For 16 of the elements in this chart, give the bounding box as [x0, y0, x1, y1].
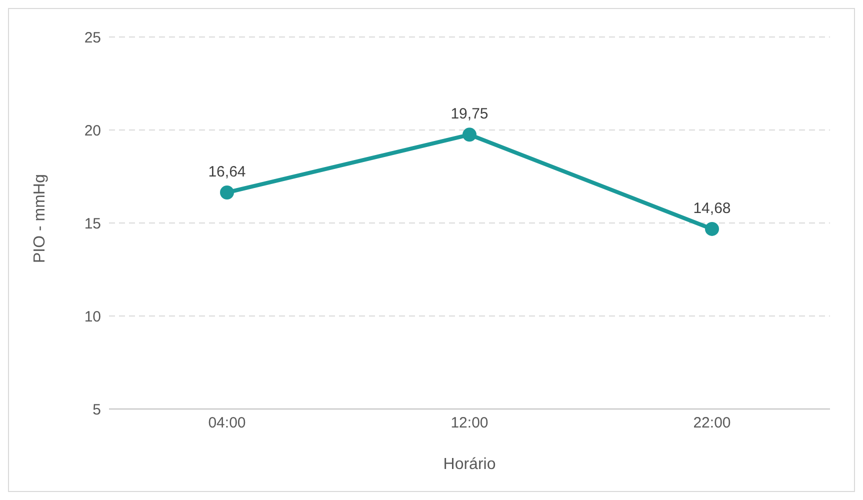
y-tick-label: 5: [92, 401, 101, 418]
x-axis-title: Horário: [443, 456, 496, 473]
y-tick-label: 25: [84, 29, 101, 46]
y-axis-title: PIO - mmHg: [32, 174, 49, 263]
y-tick-label: 20: [84, 122, 101, 140]
data-label: 19,75: [450, 106, 488, 123]
point: [462, 128, 476, 142]
x-tick-label: 04:00: [208, 414, 246, 432]
y-tick-label: 10: [84, 308, 101, 326]
data-label: 14,68: [693, 200, 731, 217]
y-tick-label: 15: [84, 215, 101, 232]
data-label: 16,64: [208, 163, 246, 180]
point: [705, 222, 719, 236]
x-tick-label: 22:00: [693, 414, 731, 432]
point: [220, 185, 234, 200]
x-tick-label: 12:00: [450, 414, 488, 432]
